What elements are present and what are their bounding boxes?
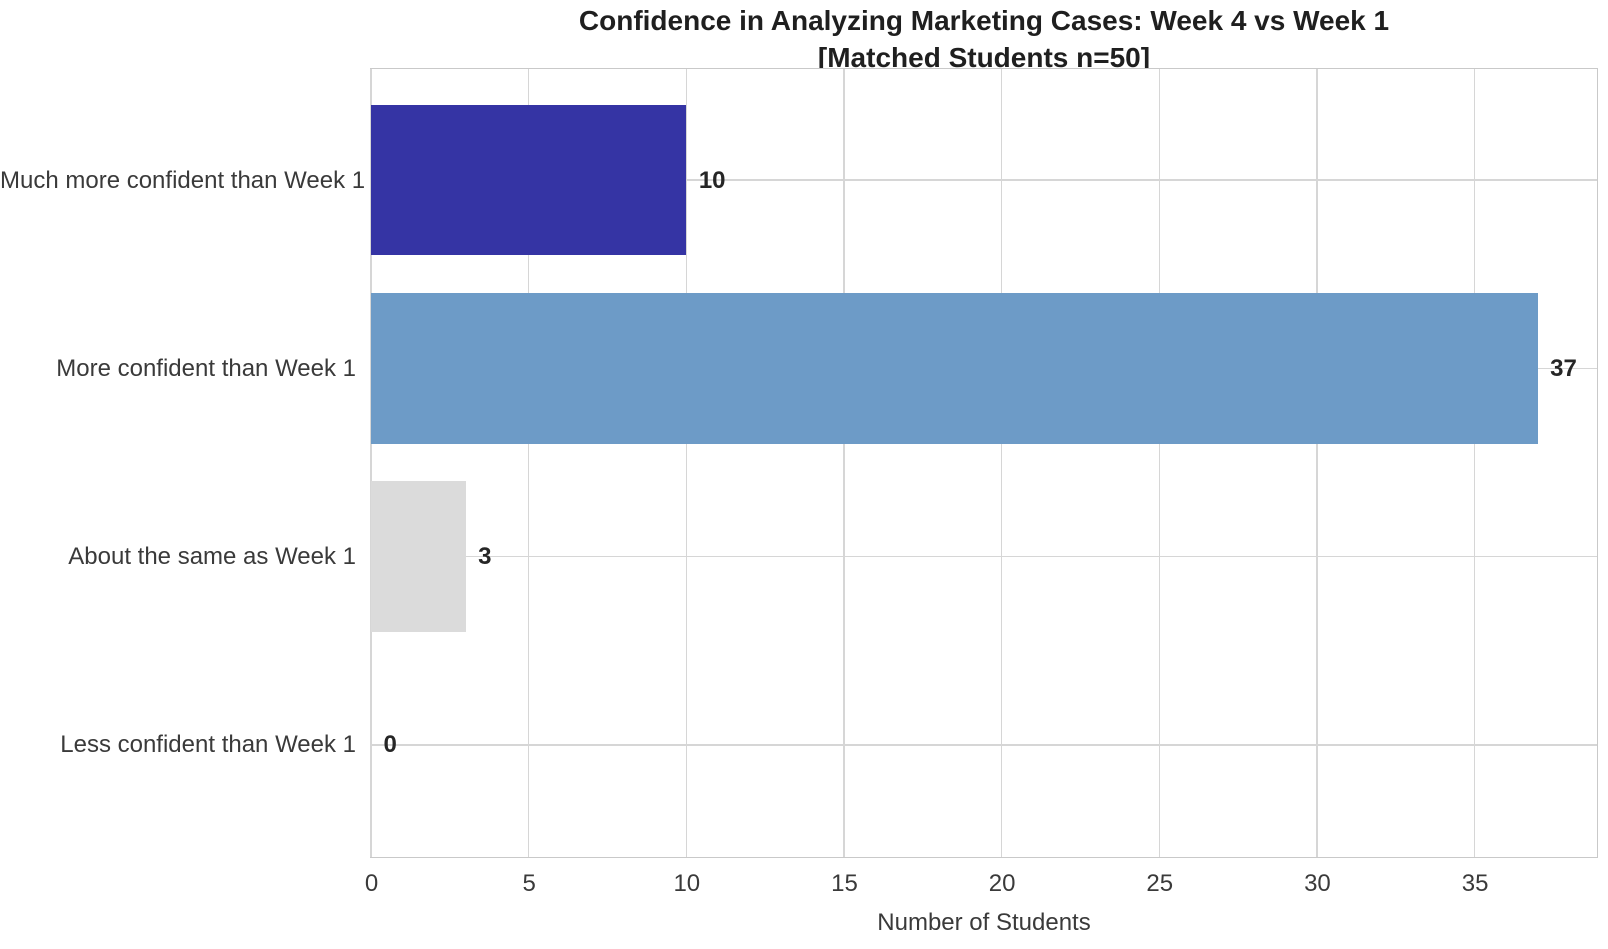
value-label: 3	[478, 543, 492, 571]
gridline-vertical	[843, 69, 845, 857]
x-axis-label: Number of Students	[877, 909, 1091, 936]
category-label: About the same as Week 1	[68, 543, 356, 571]
value-label: 10	[698, 166, 726, 194]
category-label: More confident than Week 1	[56, 354, 356, 382]
x-tick-label: 25	[1146, 870, 1174, 897]
gridline-vertical	[1158, 69, 1161, 857]
x-tick-label: 15	[831, 870, 858, 897]
x-tick-label: 5	[522, 870, 536, 897]
value-label: 37	[1550, 354, 1577, 382]
bar	[371, 104, 687, 256]
category-label: Less confident than Week 1	[60, 731, 356, 759]
gridline-vertical	[527, 69, 530, 857]
gridline-horizontal	[371, 744, 1597, 746]
category-label: Much more confident than Week 1	[0, 166, 366, 194]
x-tick-label: 20	[988, 870, 1016, 897]
x-tick-label: 35	[1461, 870, 1489, 897]
x-tick-label: 30	[1304, 870, 1331, 897]
x-tick-label: 10	[673, 870, 701, 897]
gridline-horizontal	[371, 179, 1597, 181]
gridline-vertical	[685, 69, 688, 857]
chart-title-line1: Confidence in Analyzing Marketing Cases:…	[578, 5, 1390, 36]
gridline-vertical	[370, 69, 372, 857]
bar	[371, 293, 1538, 444]
x-tick-label: 0	[364, 870, 379, 897]
chart-title: Confidence in Analyzing Marketing Cases:…	[370, 2, 1598, 76]
gridline-vertical	[1316, 69, 1318, 857]
bar	[371, 481, 466, 632]
gridline-horizontal	[371, 555, 1597, 558]
gridline-vertical	[1000, 69, 1003, 857]
value-label: 0	[383, 731, 397, 759]
plot-area	[370, 68, 1598, 858]
gridline-vertical	[1473, 69, 1476, 857]
chart-title-line2: [Matched Students n=50]	[817, 42, 1151, 73]
